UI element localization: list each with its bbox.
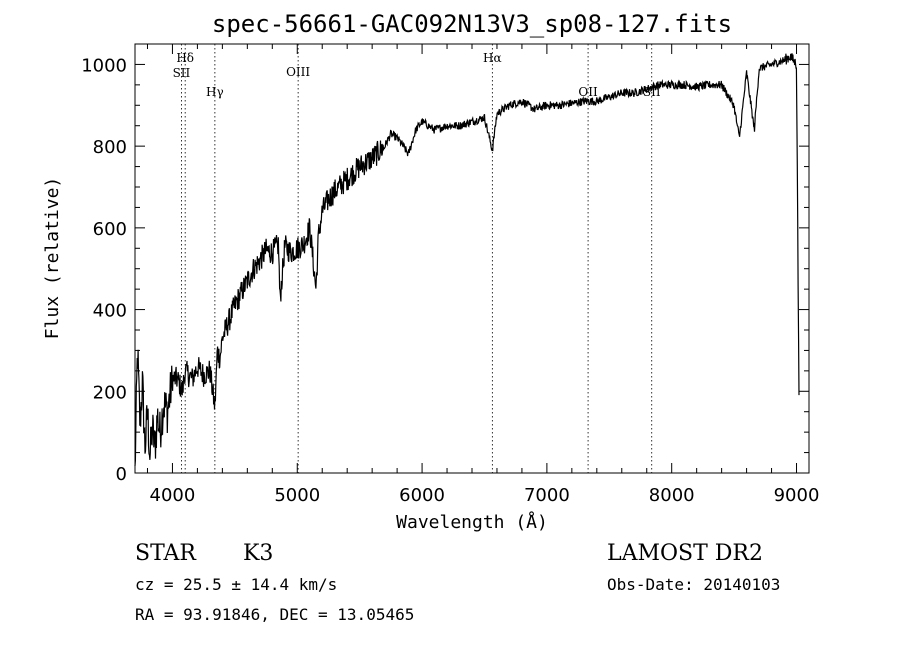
- line-marker-label: Hα: [483, 51, 502, 65]
- coords-label: RA = 93.91846, DEC = 13.05465: [135, 605, 414, 624]
- object-class-label: STAR: [135, 541, 197, 566]
- y-tick-label: 200: [93, 382, 127, 403]
- x-tick-label: 7000: [524, 485, 570, 506]
- velocity-label: cz = 25.5 ± 14.4 km/s: [135, 575, 337, 594]
- x-tick-label: 6000: [399, 485, 445, 506]
- obs-date-label: Obs-Date: 20140103: [607, 575, 780, 594]
- y-tick-label: 400: [93, 301, 127, 322]
- y-tick-label: 1000: [81, 55, 127, 76]
- x-tick-label: 4000: [150, 485, 196, 506]
- x-tick-label: 9000: [774, 485, 820, 506]
- line-marker-label: OIII: [286, 65, 310, 79]
- line-marker-label: Hδ: [176, 51, 194, 65]
- line-marker-label: SII: [173, 66, 191, 80]
- y-tick-label: 800: [93, 137, 127, 158]
- spectrum-series-line: [134, 53, 800, 467]
- subclass-label: K3: [243, 541, 273, 566]
- chart-title: spec-56661-GAC092N13V3_sp08-127.fits: [212, 10, 732, 38]
- line-marker-label: OII: [578, 85, 598, 99]
- y-tick-label: 600: [93, 219, 127, 240]
- x-tick-label: 8000: [649, 485, 695, 506]
- x-tick-label: 5000: [274, 485, 320, 506]
- x-axis-label: Wavelength (Å): [396, 511, 548, 533]
- plot-frame: [134, 43, 810, 474]
- y-tick-label: 0: [116, 464, 127, 485]
- line-marker-label: Hγ: [206, 85, 224, 99]
- y-axis-ticks: 0 200 400 600 800 1000: [81, 43, 809, 485]
- survey-label: LAMOST DR2: [607, 541, 763, 566]
- x-axis-ticks: 4000 5000 6000 7000 8000 9000: [146, 44, 820, 506]
- y-axis-label: Flux (relative): [42, 177, 63, 340]
